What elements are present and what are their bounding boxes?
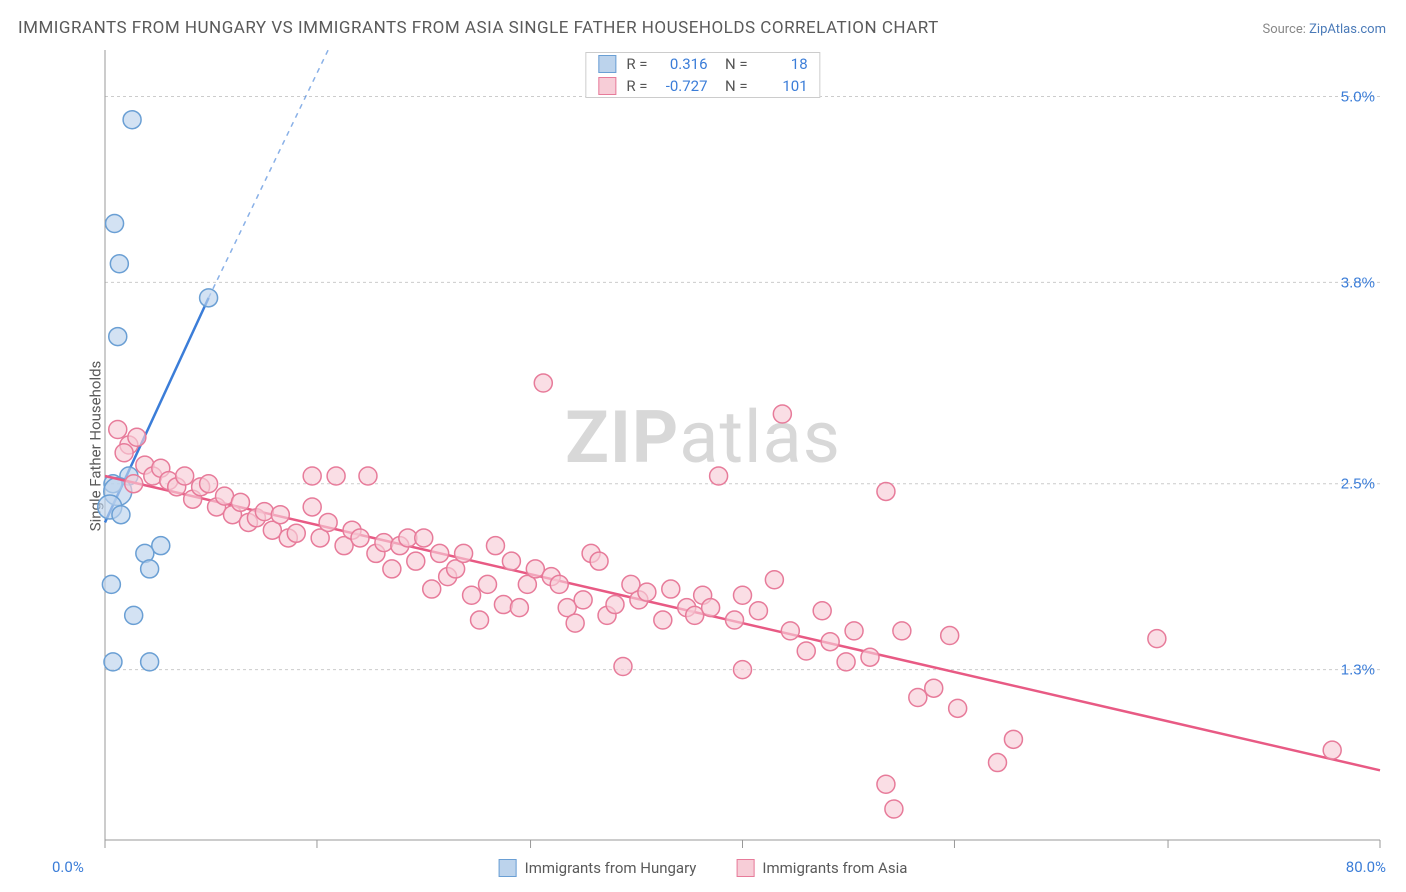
svg-text:2.5%: 2.5% xyxy=(1341,476,1375,493)
x-axis-max: 80.0% xyxy=(1346,858,1386,876)
r-value-asia: -0.727 xyxy=(658,77,708,95)
n-label: N = xyxy=(718,55,748,73)
swatch-asia xyxy=(736,859,754,877)
n-value-hungary: 18 xyxy=(758,55,808,73)
legend-label-asia: Immigrants from Asia xyxy=(762,859,907,877)
r-label: R = xyxy=(626,77,647,95)
x-axis-min: 0.0% xyxy=(52,858,84,876)
stats-legend: R = 0.316 N = 18 R = -0.727 N = 101 xyxy=(585,52,820,98)
swatch-hungary xyxy=(598,55,616,73)
svg-text:1.3%: 1.3% xyxy=(1341,662,1375,679)
legend-label-hungary: Immigrants from Hungary xyxy=(525,859,697,877)
chart-plot-area: 5.0% 3.8% 2.5% 1.3% xyxy=(50,50,1386,847)
svg-text:3.8%: 3.8% xyxy=(1341,274,1375,291)
swatch-asia xyxy=(598,77,616,95)
scatter-plot-svg: 5.0% 3.8% 2.5% 1.3% xyxy=(50,50,1386,847)
source-prefix: Source: xyxy=(1262,22,1309,37)
x-axis-legend: Immigrants from Hungary Immigrants from … xyxy=(499,859,908,877)
r-label: R = xyxy=(626,55,647,73)
source-link[interactable]: ZipAtlas.com xyxy=(1309,22,1386,37)
stats-row-hungary: R = 0.316 N = 18 xyxy=(586,53,819,75)
stats-row-asia: R = -0.727 N = 101 xyxy=(586,75,819,97)
svg-text:5.0%: 5.0% xyxy=(1341,88,1375,105)
r-value-hungary: 0.316 xyxy=(658,55,708,73)
chart-title: IMMIGRANTS FROM HUNGARY VS IMMIGRANTS FR… xyxy=(18,18,939,38)
source-attribution: Source: ZipAtlas.com xyxy=(1262,22,1386,37)
n-label: N = xyxy=(718,77,748,95)
legend-item-asia: Immigrants from Asia xyxy=(736,859,907,877)
swatch-hungary xyxy=(499,859,517,877)
n-value-asia: 101 xyxy=(758,77,808,95)
legend-item-hungary: Immigrants from Hungary xyxy=(499,859,697,877)
